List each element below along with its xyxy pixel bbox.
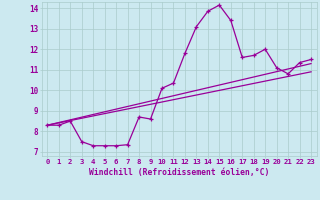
X-axis label: Windchill (Refroidissement éolien,°C): Windchill (Refroidissement éolien,°C) (89, 168, 269, 177)
